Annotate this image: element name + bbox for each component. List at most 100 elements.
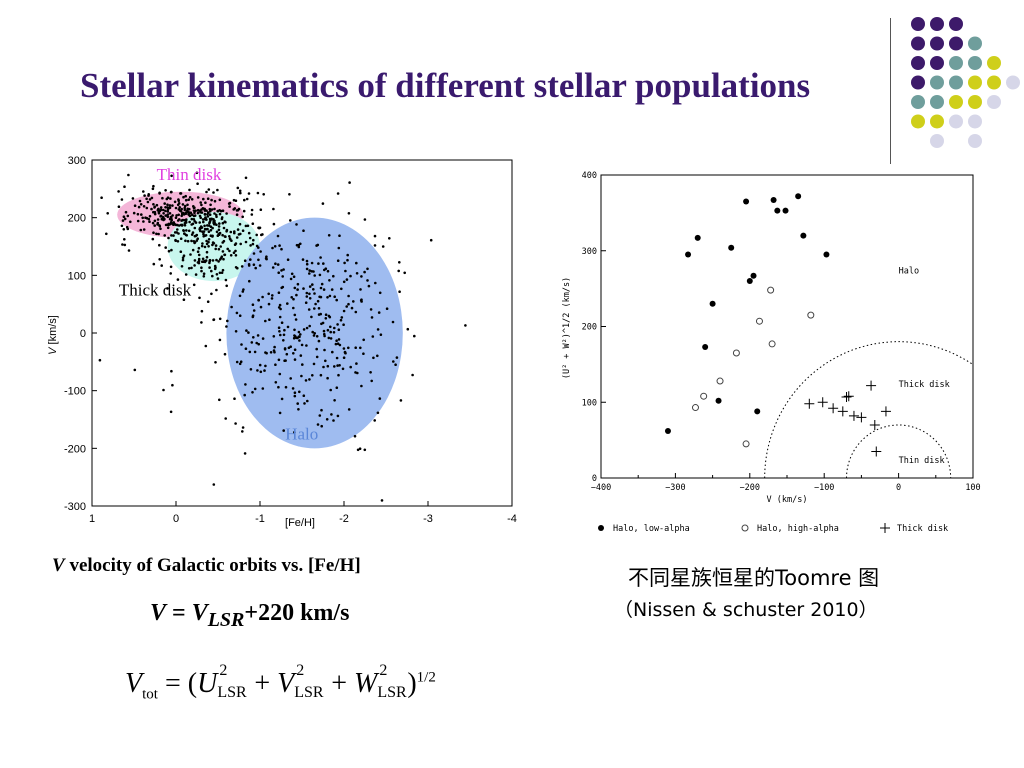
decor-dot xyxy=(987,75,1001,90)
star-point xyxy=(379,333,383,336)
star-point xyxy=(208,207,212,211)
legend-marker xyxy=(880,523,890,533)
star-point xyxy=(328,279,331,282)
star-point xyxy=(346,258,349,262)
star-point xyxy=(144,216,147,219)
star-point xyxy=(215,213,218,217)
star-point xyxy=(217,260,220,263)
star-point xyxy=(98,358,102,362)
star-point xyxy=(137,205,141,209)
star-point xyxy=(156,218,160,221)
chart-toomre-diagram: −400 −300 −200 −100 0 100 0 100 200 300 400 Halo Th… xyxy=(562,171,981,534)
star-point xyxy=(349,365,353,369)
star-point xyxy=(164,246,167,249)
star-point xyxy=(366,267,369,271)
star-point xyxy=(262,193,265,196)
star-point xyxy=(248,350,252,354)
star-point xyxy=(160,264,163,267)
star-point xyxy=(256,334,260,337)
y-tick-label: -300 xyxy=(64,501,86,513)
star-point xyxy=(348,181,351,184)
star-point xyxy=(218,271,222,275)
star-point xyxy=(181,212,184,215)
star-point xyxy=(145,197,148,201)
star-point xyxy=(150,196,154,200)
star-point xyxy=(203,259,206,263)
decorative-dot-grid xyxy=(911,17,1020,148)
point-filled xyxy=(774,207,781,214)
star-point xyxy=(308,272,311,275)
point-open xyxy=(807,311,815,319)
star-point xyxy=(277,271,280,274)
decor-dot xyxy=(968,56,982,70)
star-point xyxy=(240,343,243,346)
star-point xyxy=(289,219,292,222)
star-point xyxy=(336,259,340,262)
star-point xyxy=(293,394,297,398)
star-point xyxy=(306,399,309,403)
star-point xyxy=(221,209,225,212)
star-point xyxy=(343,261,346,265)
star-point xyxy=(253,387,257,391)
star-point xyxy=(305,295,309,298)
star-point xyxy=(255,233,258,237)
star-point xyxy=(170,234,173,237)
star-point xyxy=(305,344,308,347)
star-point xyxy=(257,342,260,346)
star-point xyxy=(278,315,282,319)
point-filled xyxy=(795,193,802,200)
star-point xyxy=(205,250,209,254)
star-point xyxy=(215,230,219,234)
star-point xyxy=(251,303,255,306)
star-point xyxy=(184,239,187,243)
legend-marker xyxy=(598,525,604,531)
star-point xyxy=(295,293,298,297)
star-point xyxy=(280,286,283,290)
star-point xyxy=(170,174,173,178)
star-point xyxy=(377,311,381,314)
x-tick-label: -2 xyxy=(339,513,349,525)
star-point xyxy=(313,332,317,335)
star-point xyxy=(258,264,262,267)
point-plus xyxy=(843,391,854,402)
star-point xyxy=(323,348,326,352)
point-open xyxy=(716,377,724,385)
star-point xyxy=(180,224,184,227)
x-tick-label: -4 xyxy=(507,513,517,525)
point-open xyxy=(755,317,763,325)
star-point xyxy=(147,193,150,196)
star-point xyxy=(268,318,271,321)
star-point xyxy=(196,250,200,253)
decor-dot xyxy=(930,114,944,129)
star-point xyxy=(347,212,351,215)
point-open xyxy=(732,349,740,357)
star-point xyxy=(203,245,207,249)
star-point xyxy=(274,363,277,366)
star-point xyxy=(122,228,126,231)
star-point xyxy=(347,408,351,411)
star-point xyxy=(152,184,155,188)
star-point xyxy=(329,330,333,334)
star-point xyxy=(298,390,301,394)
star-point xyxy=(212,221,215,225)
star-point xyxy=(360,298,363,301)
star-point xyxy=(123,238,126,241)
star-point xyxy=(168,206,171,210)
star-point xyxy=(225,284,228,288)
star-point xyxy=(292,275,296,278)
point-filled xyxy=(800,232,807,239)
star-point xyxy=(355,261,358,265)
star-point xyxy=(464,324,467,327)
point-plus xyxy=(837,406,848,417)
star-point xyxy=(293,391,297,394)
star-point xyxy=(372,356,375,360)
star-point xyxy=(326,269,330,273)
star-point xyxy=(212,218,215,221)
decor-dot xyxy=(949,75,963,90)
star-point xyxy=(295,243,299,247)
decor-dot xyxy=(968,95,982,109)
star-point xyxy=(243,259,247,262)
star-point xyxy=(238,294,242,298)
y-tick-label: 100 xyxy=(68,270,86,282)
star-point xyxy=(230,239,233,242)
